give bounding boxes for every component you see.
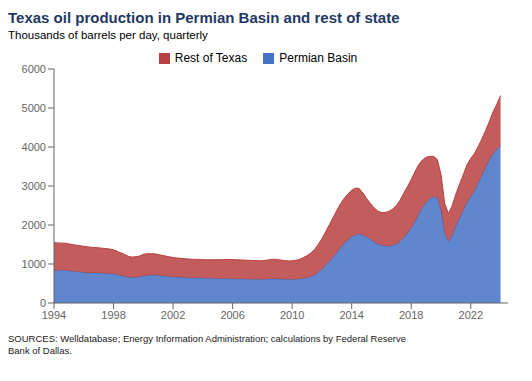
svg-text:6000: 6000 bbox=[22, 63, 46, 75]
html-text:Thousands of barrels per day,: Thousands of barrels per day, quarterly bbox=[8, 29, 208, 41]
svg-text:3000: 3000 bbox=[22, 180, 46, 192]
svg-text:1994: 1994 bbox=[42, 309, 66, 321]
svg-text:5000: 5000 bbox=[22, 102, 46, 114]
svg-text:4000: 4000 bbox=[22, 141, 46, 153]
svg-text:0: 0 bbox=[40, 297, 46, 309]
svg-text:2014: 2014 bbox=[339, 309, 363, 321]
html-text:Texas oil production in Permia: Texas oil production in Permian Basin an… bbox=[8, 9, 400, 26]
svg-text:2002: 2002 bbox=[161, 309, 185, 321]
html-text:Rest of Texas: Rest of Texas bbox=[174, 51, 248, 65]
html-text:Permian Basin: Permian Basin bbox=[279, 51, 358, 65]
html-text:SOURCES: Welldatabase; Energy: SOURCES: Welldatabase; Energy Informatio… bbox=[8, 333, 406, 356]
svg-text:2000: 2000 bbox=[22, 219, 46, 231]
svg-text:1998: 1998 bbox=[101, 309, 125, 321]
svg-text:2022: 2022 bbox=[459, 309, 483, 321]
svg-text:2010: 2010 bbox=[280, 309, 304, 321]
svg-text:2018: 2018 bbox=[399, 309, 423, 321]
svg-text:2006: 2006 bbox=[220, 309, 244, 321]
svg-text:1000: 1000 bbox=[22, 258, 46, 270]
